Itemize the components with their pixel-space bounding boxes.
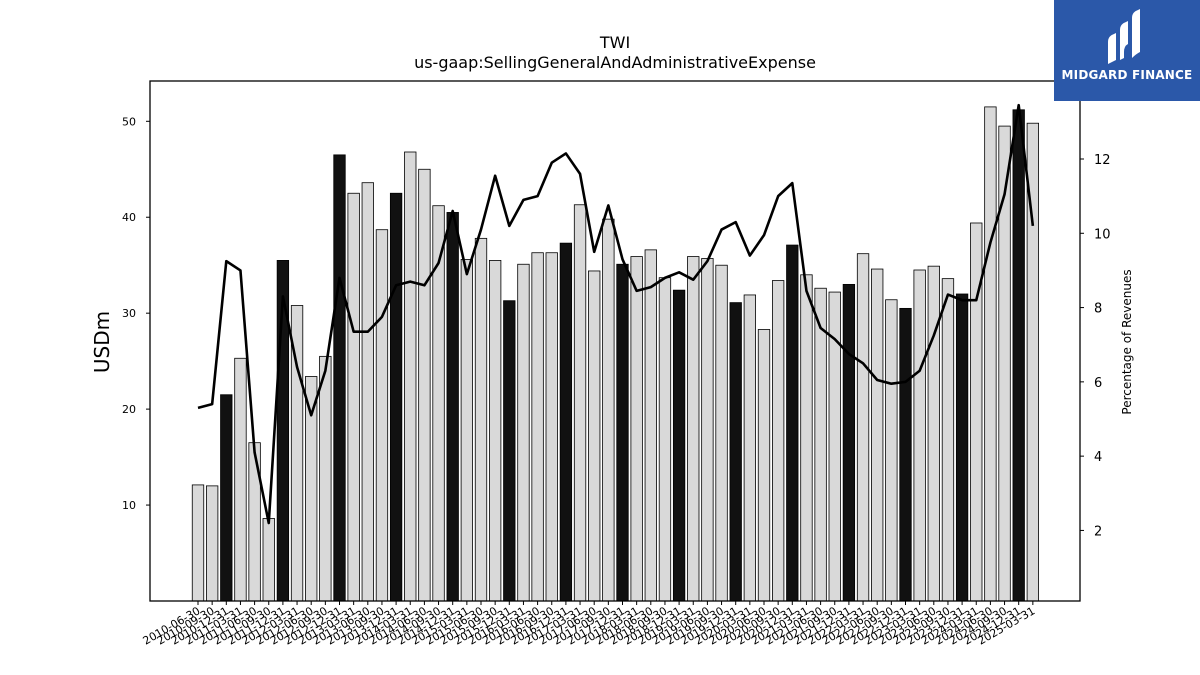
bar <box>220 394 233 602</box>
brand-name: MIDGARD FINANCE <box>1061 68 1193 82</box>
bar <box>715 264 728 602</box>
bar <box>701 258 714 602</box>
bar <box>531 252 544 602</box>
bar <box>361 182 374 602</box>
midgard-logo-icon <box>1108 9 1140 64</box>
bar <box>616 263 629 602</box>
bar <box>1012 109 1025 602</box>
bar <box>984 106 997 602</box>
bar <box>460 259 474 602</box>
bar <box>899 307 912 602</box>
y2-tick-label: 4 <box>1094 450 1102 465</box>
y-tick-label: 20 <box>122 403 136 416</box>
bar <box>658 277 672 602</box>
bar <box>955 293 969 602</box>
chart-subtitle: us-gaap:SellingGeneralAndAdministrativeE… <box>414 53 816 72</box>
bar <box>347 192 360 602</box>
chart-title: TWI <box>599 33 630 52</box>
bar <box>446 212 459 602</box>
bar <box>927 265 940 602</box>
y2-tick-label: 12 <box>1094 153 1111 168</box>
y-tick-label: 40 <box>122 211 136 224</box>
y2-tick-label: 10 <box>1094 227 1111 242</box>
bar <box>418 168 431 602</box>
bar <box>800 274 813 602</box>
bar <box>545 252 558 602</box>
bar <box>503 300 516 602</box>
bar <box>687 256 700 602</box>
bar <box>602 218 615 602</box>
bar <box>559 242 573 602</box>
bar <box>517 263 530 602</box>
bar <box>786 244 799 602</box>
bar <box>644 249 657 602</box>
y2-tick-label: 8 <box>1094 302 1102 317</box>
axes: 1020304050246810122010-06-302010-09-3020… <box>122 80 1111 648</box>
bar <box>305 376 318 602</box>
y2-tick-label: 2 <box>1094 524 1102 539</box>
bar <box>375 229 389 602</box>
bar <box>319 355 332 602</box>
bar <box>389 192 403 602</box>
bar <box>941 278 955 602</box>
bar <box>404 151 417 602</box>
y2-axis-label: Percentage of Revenues <box>1120 269 1134 414</box>
bar <box>205 485 219 602</box>
bar <box>672 289 686 602</box>
y-tick-label: 10 <box>122 499 136 512</box>
y-axis-label: USDm <box>90 311 114 373</box>
bar <box>191 484 205 602</box>
bar <box>856 253 870 602</box>
bar <box>333 154 346 602</box>
bar <box>814 287 827 602</box>
bar <box>772 280 785 602</box>
bar <box>913 269 926 602</box>
y-tick-label: 50 <box>122 115 136 128</box>
bar <box>573 204 587 602</box>
bar <box>262 518 275 602</box>
bar <box>488 260 502 602</box>
bar <box>630 256 643 602</box>
percentage-line <box>197 103 1035 525</box>
bar <box>842 283 856 602</box>
bar <box>474 237 488 602</box>
brand-logo: MIDGARD FINANCE <box>1054 0 1200 101</box>
plot-frame <box>149 80 1081 602</box>
bar <box>743 294 756 602</box>
bar <box>871 268 884 602</box>
bar <box>234 357 247 602</box>
line-series <box>197 103 1035 525</box>
bar-series <box>191 106 1039 602</box>
bar <box>729 302 742 602</box>
y-tick-label: 30 <box>122 307 136 320</box>
bar <box>885 299 898 602</box>
bar <box>757 329 771 602</box>
bar <box>588 270 601 602</box>
y2-tick-label: 6 <box>1094 376 1102 391</box>
